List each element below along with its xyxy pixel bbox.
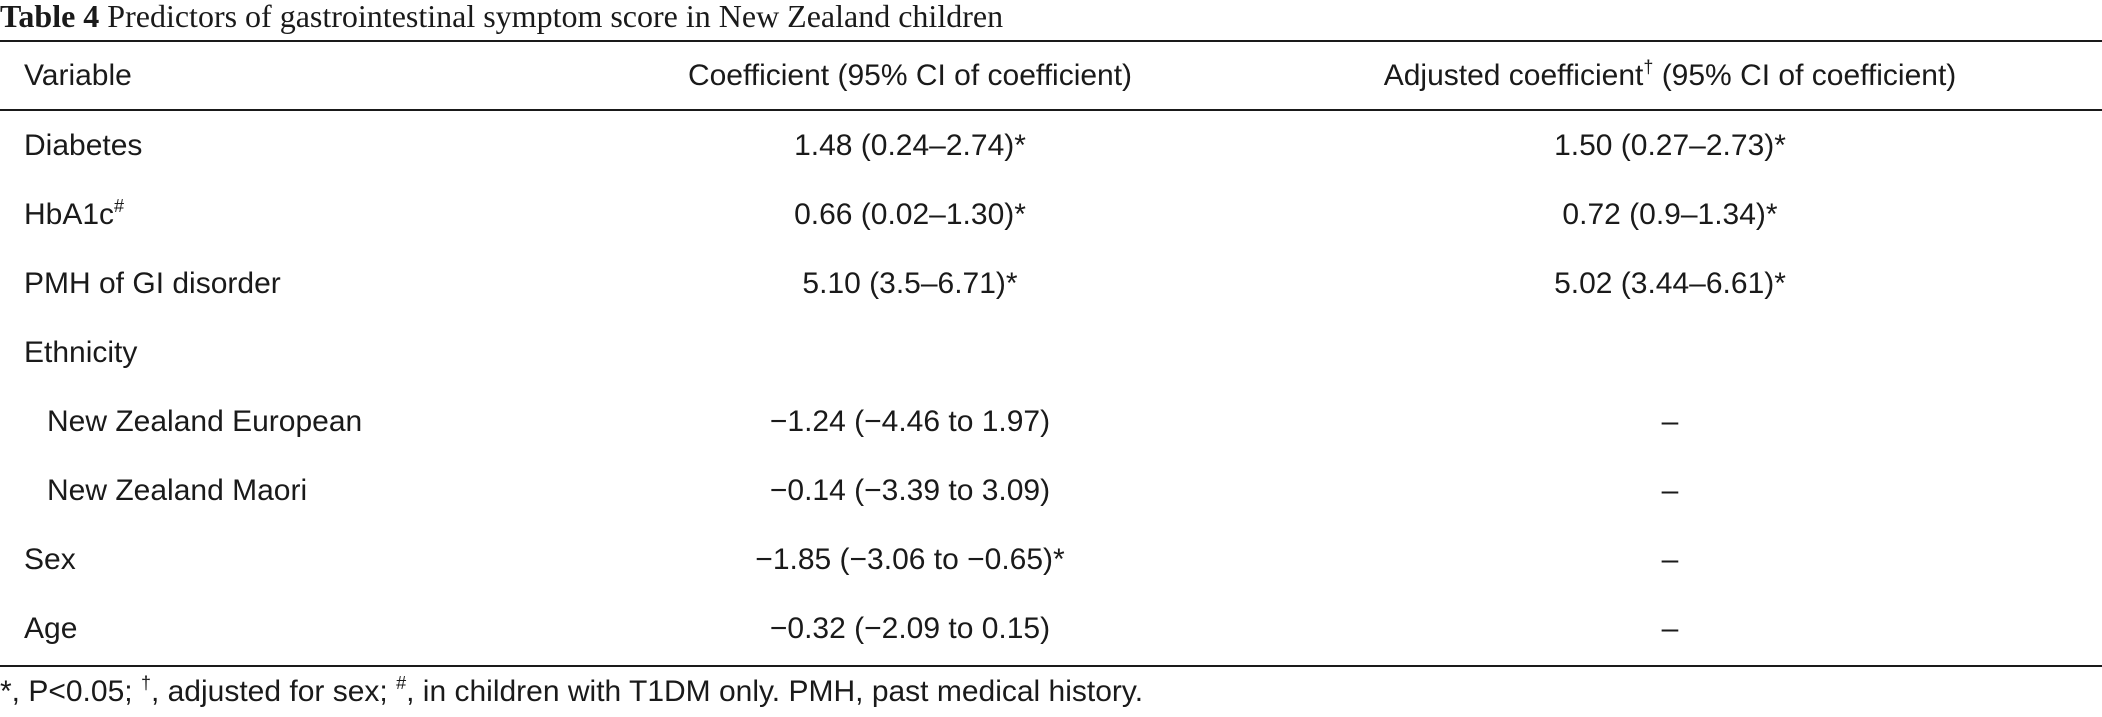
table-row: New Zealand Maori −0.14 (−3.39 to 3.09) …	[0, 456, 2102, 525]
footnote-part: , adjusted for sex;	[150, 675, 397, 708]
row-adjusted: 0.72 (0.9–1.34)*	[1562, 198, 1778, 231]
row-adjusted: –	[1661, 474, 1679, 507]
row-adjusted: 5.02 (3.44–6.61)*	[1554, 267, 1786, 300]
row-variable: Age	[24, 594, 624, 663]
row-variable-text: PMH of GI disorder	[24, 267, 281, 300]
row-variable: HbA1c#	[24, 180, 624, 249]
row-variable-text: Diabetes	[24, 129, 143, 162]
row-coefficient	[590, 318, 1230, 387]
table-row: Sex −1.85 (−3.06 to −0.65)* –	[0, 525, 2102, 594]
row-coefficient: −1.85 (−3.06 to −0.65)*	[755, 543, 1065, 576]
row-variable-text: HbA1c	[24, 198, 115, 231]
row-coefficient: −1.24 (−4.46 to 1.97)	[769, 405, 1051, 438]
header-adjusted-prefix: Adjusted coefficient	[1383, 59, 1644, 92]
header-adjusted-suffix: (95% CI of coefficient)	[1653, 59, 1957, 92]
table-caption-text: Predictors of gastrointestinal symptom s…	[99, 0, 1004, 34]
row-variable: New Zealand Maori	[47, 456, 647, 525]
row-adjusted: –	[1661, 612, 1679, 645]
table-row: PMH of GI disorder 5.10 (3.5–6.71)* 5.02…	[0, 249, 2102, 318]
row-variable-text: Sex	[24, 543, 76, 576]
row-adjusted: –	[1661, 543, 1679, 576]
row-variable-text: Age	[24, 612, 78, 645]
header-coefficient: Coefficient (95% CI of coefficient)	[687, 59, 1133, 92]
table-footnote: *, P<0.05; †, adjusted for sex; #, in ch…	[0, 667, 1143, 709]
row-coefficient: 0.66 (0.02–1.30)*	[794, 198, 1026, 231]
row-variable: New Zealand European	[47, 387, 647, 456]
row-adjusted: 1.50 (0.27–2.73)*	[1554, 129, 1786, 162]
bottom-rule	[0, 665, 2102, 667]
top-rule	[0, 40, 2102, 42]
row-adjusted	[1310, 318, 2030, 387]
row-variable: PMH of GI disorder	[24, 249, 624, 318]
row-variable-mark: #	[114, 196, 125, 216]
row-variable-text: New Zealand Maori	[47, 474, 308, 507]
row-variable-text: Ethnicity	[24, 336, 138, 369]
row-variable: Ethnicity	[24, 318, 624, 387]
header-rule	[0, 109, 2102, 111]
footnote-part: , in children with T1DM only. PMH, past …	[406, 675, 1144, 708]
table-row: HbA1c# 0.66 (0.02–1.30)* 0.72 (0.9–1.34)…	[0, 180, 2102, 249]
footnote-part: *, P<0.05;	[0, 675, 141, 708]
header-adjusted-mark: †	[1643, 57, 1654, 77]
header-variable: Variable	[24, 59, 132, 92]
table-row: Ethnicity	[0, 318, 2102, 387]
row-variable-text: New Zealand European	[47, 405, 363, 438]
row-coefficient: −0.14 (−3.39 to 3.09)	[769, 474, 1051, 507]
table-row: Diabetes 1.48 (0.24–2.74)* 1.50 (0.27–2.…	[0, 111, 2102, 180]
table-row: Age −0.32 (−2.09 to 0.15) –	[0, 594, 2102, 663]
row-coefficient: 1.48 (0.24–2.74)*	[794, 129, 1026, 162]
row-coefficient: −0.32 (−2.09 to 0.15)	[769, 612, 1051, 645]
table-header-row: Variable Coefficient (95% CI of coeffici…	[0, 41, 2102, 110]
footnote-mark-hash: #	[396, 673, 407, 693]
table-caption-label: Table 4	[0, 0, 100, 34]
table-row: New Zealand European −1.24 (−4.46 to 1.9…	[0, 387, 2102, 456]
footnote-mark-dagger: †	[140, 673, 151, 693]
table-caption: Table 4 Predictors of gastrointestinal s…	[0, 0, 1003, 40]
row-variable: Sex	[24, 525, 624, 594]
row-adjusted: –	[1661, 405, 1679, 438]
header-adjusted-coefficient: Adjusted coefficient† (95% CI of coeffic…	[1310, 41, 2030, 110]
row-variable: Diabetes	[24, 111, 624, 180]
row-coefficient: 5.10 (3.5–6.71)*	[802, 267, 1018, 300]
